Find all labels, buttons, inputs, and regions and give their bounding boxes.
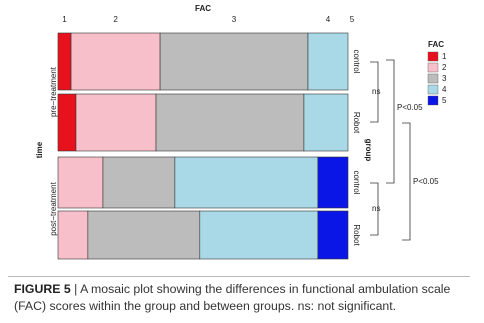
annotation: P<0.05	[413, 177, 439, 186]
legend-label: 3	[442, 74, 447, 83]
legend-title: FAC	[428, 40, 444, 49]
mosaic-cell	[199, 210, 319, 260]
mosaic-cell	[159, 32, 309, 91]
time-label: pre−treatment	[49, 66, 58, 117]
caption-label: FIGURE 5	[14, 282, 71, 296]
y-label: time	[35, 141, 44, 158]
caption-separator: |	[74, 282, 78, 296]
legend-swatch	[427, 62, 439, 73]
legend-label: 2	[442, 63, 447, 72]
chart: FAC time pre−treatment post−treatment gr…	[35, 4, 447, 260]
chart-title: FAC	[195, 4, 211, 13]
legend-label: 4	[442, 85, 447, 94]
mosaic-cell	[57, 93, 77, 152]
bracket	[386, 59, 395, 184]
group-level: control	[352, 170, 361, 194]
group-label: group	[364, 139, 373, 162]
divider	[8, 276, 470, 277]
legend-swatch	[427, 73, 439, 84]
bracket	[370, 182, 379, 236]
group-level: control	[352, 49, 361, 73]
mosaic-cell	[70, 32, 161, 91]
mosaic-cell	[87, 210, 201, 260]
legend-swatch	[427, 51, 439, 62]
annotation: P<0.05	[397, 103, 423, 112]
category-label: 1	[62, 15, 67, 24]
bracket	[402, 122, 411, 241]
mosaic-cell	[317, 156, 349, 209]
mosaic-cell	[317, 210, 349, 260]
caption: FIGURE 5 | A mosaic plot showing the dif…	[14, 281, 470, 315]
bracket	[370, 61, 379, 123]
mosaic-cell	[174, 156, 319, 209]
legend-label: 5	[442, 96, 447, 105]
mosaic-cell	[57, 156, 104, 209]
annotation: ns	[372, 204, 380, 213]
category-label: 2	[113, 15, 118, 24]
mosaic-cell	[102, 156, 176, 209]
category-label: 5	[350, 15, 355, 24]
category-label: 3	[232, 15, 237, 24]
caption-text: A mosaic plot showing the differences in…	[14, 282, 451, 313]
legend-swatch	[427, 84, 439, 95]
mosaic-cell	[155, 93, 305, 152]
legend-swatch	[427, 95, 439, 106]
mosaic-cell	[57, 210, 89, 260]
mosaic-cell	[75, 93, 157, 152]
category-label: 4	[326, 15, 331, 24]
mosaic-cell	[57, 32, 72, 91]
group-level: Robot	[352, 112, 361, 134]
group-level: Robot	[352, 224, 361, 246]
mosaic-cell	[303, 93, 349, 152]
legend-label: 1	[442, 52, 447, 61]
time-label: post−treatment	[49, 181, 58, 235]
annotation: ns	[372, 87, 380, 96]
mosaic-cell	[307, 32, 349, 91]
